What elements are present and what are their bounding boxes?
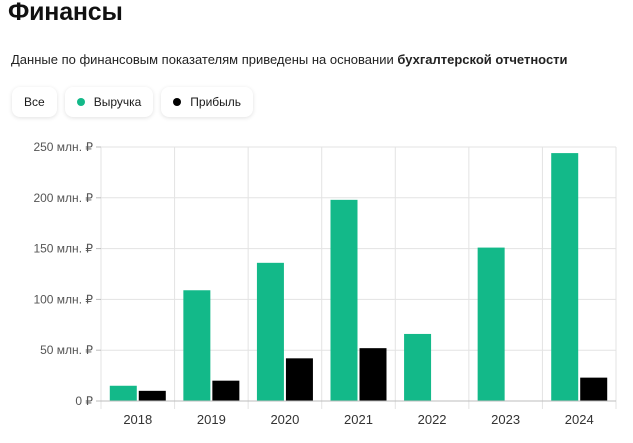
subtitle-text: Данные по финансовым показателям приведе… xyxy=(11,52,398,67)
subtitle-emphasis: бухгалтерской отчетности xyxy=(397,52,568,67)
y-tick-label: 50 млн. ₽ xyxy=(40,343,93,357)
bar-revenue-2024[interactable] xyxy=(551,153,579,401)
x-tick-label: 2018 xyxy=(123,412,152,427)
bar-revenue-2020[interactable] xyxy=(256,262,284,401)
y-tick-label: 100 млн. ₽ xyxy=(33,292,93,306)
bar-profit-2021[interactable] xyxy=(359,348,387,401)
y-axis: 0 ₽ 50 млн. ₽ 100 млн. ₽ 150 млн. ₽ 200 млн.… xyxy=(33,140,101,408)
filter-chips: Все Выручка Прибыль xyxy=(12,87,254,117)
filter-profit-chip[interactable]: Прибыль xyxy=(161,87,254,117)
filter-revenue-chip[interactable]: Выручка xyxy=(64,87,154,117)
x-tick-label: 2022 xyxy=(418,412,447,427)
bar-revenue-2022[interactable] xyxy=(404,333,432,401)
bar-revenue-2023[interactable] xyxy=(477,247,505,401)
x-tick-label: 2024 xyxy=(565,412,594,427)
bar-profit-2020[interactable] xyxy=(285,358,313,401)
x-axis: 2018 2019 2020 2021 2022 2023 2024 xyxy=(101,400,616,427)
y-tick-label: 0 ₽ xyxy=(75,394,93,408)
filter-all-chip[interactable]: Все xyxy=(12,87,57,117)
x-tick-label: 2020 xyxy=(270,412,299,427)
bar-revenue-2021[interactable] xyxy=(330,199,358,401)
x-tick-label: 2021 xyxy=(344,412,373,427)
bar-profit-2019[interactable] xyxy=(212,380,240,401)
profit-dot-icon xyxy=(173,98,182,106)
filter-revenue-label: Выручка xyxy=(93,95,142,109)
bar-profit-2024[interactable] xyxy=(580,377,608,401)
chart-grid xyxy=(100,146,617,409)
y-tick-label: 200 млн. ₽ xyxy=(33,191,93,205)
x-tick-label: 2023 xyxy=(491,412,520,427)
filter-all-label: Все xyxy=(24,95,45,109)
page-title: Финансы xyxy=(8,0,123,26)
page-subtitle: Данные по финансовым показателям приведе… xyxy=(11,52,568,67)
bar-revenue-2018[interactable] xyxy=(109,385,137,401)
bar-profit-2018[interactable] xyxy=(138,390,166,401)
filter-profit-label: Прибыль xyxy=(190,95,242,109)
y-tick-label: 250 млн. ₽ xyxy=(33,140,93,154)
bar-revenue-2019[interactable] xyxy=(183,290,211,401)
y-tick-label: 150 млн. ₽ xyxy=(33,242,93,256)
chart-bars xyxy=(109,153,608,401)
finance-bar-chart: 0 ₽ 50 млн. ₽ 100 млн. ₽ 150 млн. ₽ 200 млн.… xyxy=(33,140,617,427)
x-tick-label: 2019 xyxy=(197,412,226,427)
revenue-dot-icon xyxy=(76,98,85,106)
